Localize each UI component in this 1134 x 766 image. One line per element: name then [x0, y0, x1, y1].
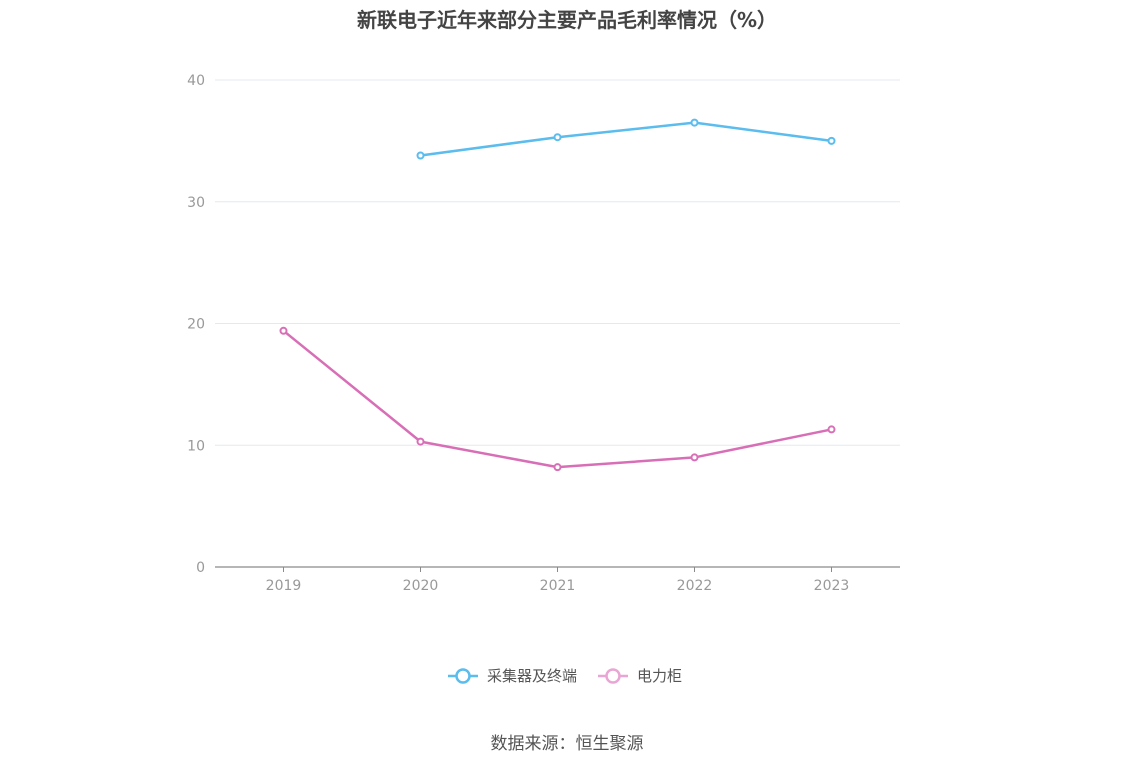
data-point — [553, 463, 562, 472]
y-tick-label: 0 — [196, 560, 205, 576]
legend: 采集器及终端 电力柜 — [448, 667, 682, 685]
data-point — [279, 326, 288, 335]
legend-label: 采集器及终端 — [487, 667, 577, 685]
data-point — [690, 118, 699, 127]
legend-marker — [605, 668, 621, 684]
series-2 — [279, 326, 836, 472]
series-lines — [279, 118, 836, 472]
x-tick-label: 2019 — [266, 578, 302, 594]
legend-label: 电力柜 — [637, 667, 682, 685]
y-tick-label: 20 — [187, 317, 205, 333]
x-tick-label: 2020 — [403, 578, 439, 594]
data-point — [553, 133, 562, 142]
y-tick-label: 10 — [187, 438, 205, 454]
data-point — [827, 425, 836, 434]
data-point — [416, 437, 425, 446]
legend-item-1: 采集器及终端 — [448, 667, 577, 685]
data-source: 数据来源：恒生聚源 — [490, 734, 644, 754]
x-tick-label: 2021 — [540, 578, 576, 594]
data-point — [416, 151, 425, 160]
series-line — [282, 329, 832, 469]
x-tick-label: 2022 — [677, 578, 713, 594]
series-1 — [416, 118, 836, 160]
y-tick-label: 30 — [187, 195, 205, 211]
data-point — [827, 136, 836, 145]
axes: 0 10 20 30 40 2019 2020 2021 2022 2023 — [187, 73, 900, 594]
legend-marker — [455, 668, 471, 684]
chart-title: 新联电子近年来部分主要产品毛利率情况（%） — [356, 8, 778, 32]
legend-item-2: 电力柜 — [598, 667, 682, 685]
x-tick-label: 2023 — [814, 578, 850, 594]
grid-lines — [215, 79, 900, 446]
data-point — [690, 453, 699, 462]
series-line — [420, 121, 832, 157]
y-tick-label: 40 — [187, 73, 205, 89]
